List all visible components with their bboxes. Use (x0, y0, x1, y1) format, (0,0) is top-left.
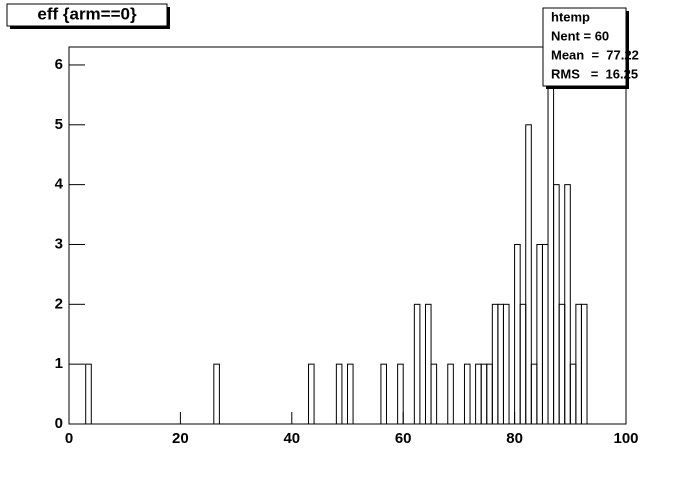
bar (502, 303, 510, 425)
stats-name: htemp (551, 9, 590, 24)
x-tick-label: 100 (613, 430, 638, 447)
x-tick-label: 40 (283, 430, 300, 447)
bar (380, 363, 387, 425)
y-tick-label: 4 (55, 176, 64, 193)
title-box (6, 3, 168, 27)
bar (335, 363, 343, 425)
y-tick-label: 1 (55, 355, 63, 372)
frame (68, 46, 627, 425)
bar (213, 363, 220, 425)
bar (308, 363, 315, 425)
x-tick-label: 20 (172, 430, 189, 447)
x-tick-label: 80 (506, 430, 523, 447)
chart-title: eff {arm==0} (37, 4, 137, 23)
bar (447, 363, 454, 425)
y-tick-label: 3 (55, 235, 63, 252)
y-tick-label: 6 (55, 56, 63, 73)
bar (525, 124, 532, 425)
bar (580, 303, 588, 425)
bar (397, 363, 404, 425)
y-tick-label: 2 (55, 295, 63, 312)
stats-line: RMS = 16.25 (551, 66, 638, 81)
stats-line: Mean = 77.22 (551, 47, 639, 62)
stats-line: Nent = 60 (551, 28, 609, 43)
bar (430, 363, 438, 425)
x-tick-label: 60 (395, 430, 412, 447)
y-tick-label: 5 (55, 116, 63, 133)
bar (413, 303, 421, 425)
bar (564, 184, 571, 425)
bar (85, 363, 92, 425)
stats-box (542, 7, 627, 87)
y-tick-label: 0 (55, 415, 63, 432)
bar (347, 363, 354, 425)
bar (463, 363, 471, 425)
plot-area: 0 20 40 60 80 100 0 1 2 3 4 5 6 (55, 56, 639, 447)
x-tick-label: 0 (65, 430, 73, 447)
